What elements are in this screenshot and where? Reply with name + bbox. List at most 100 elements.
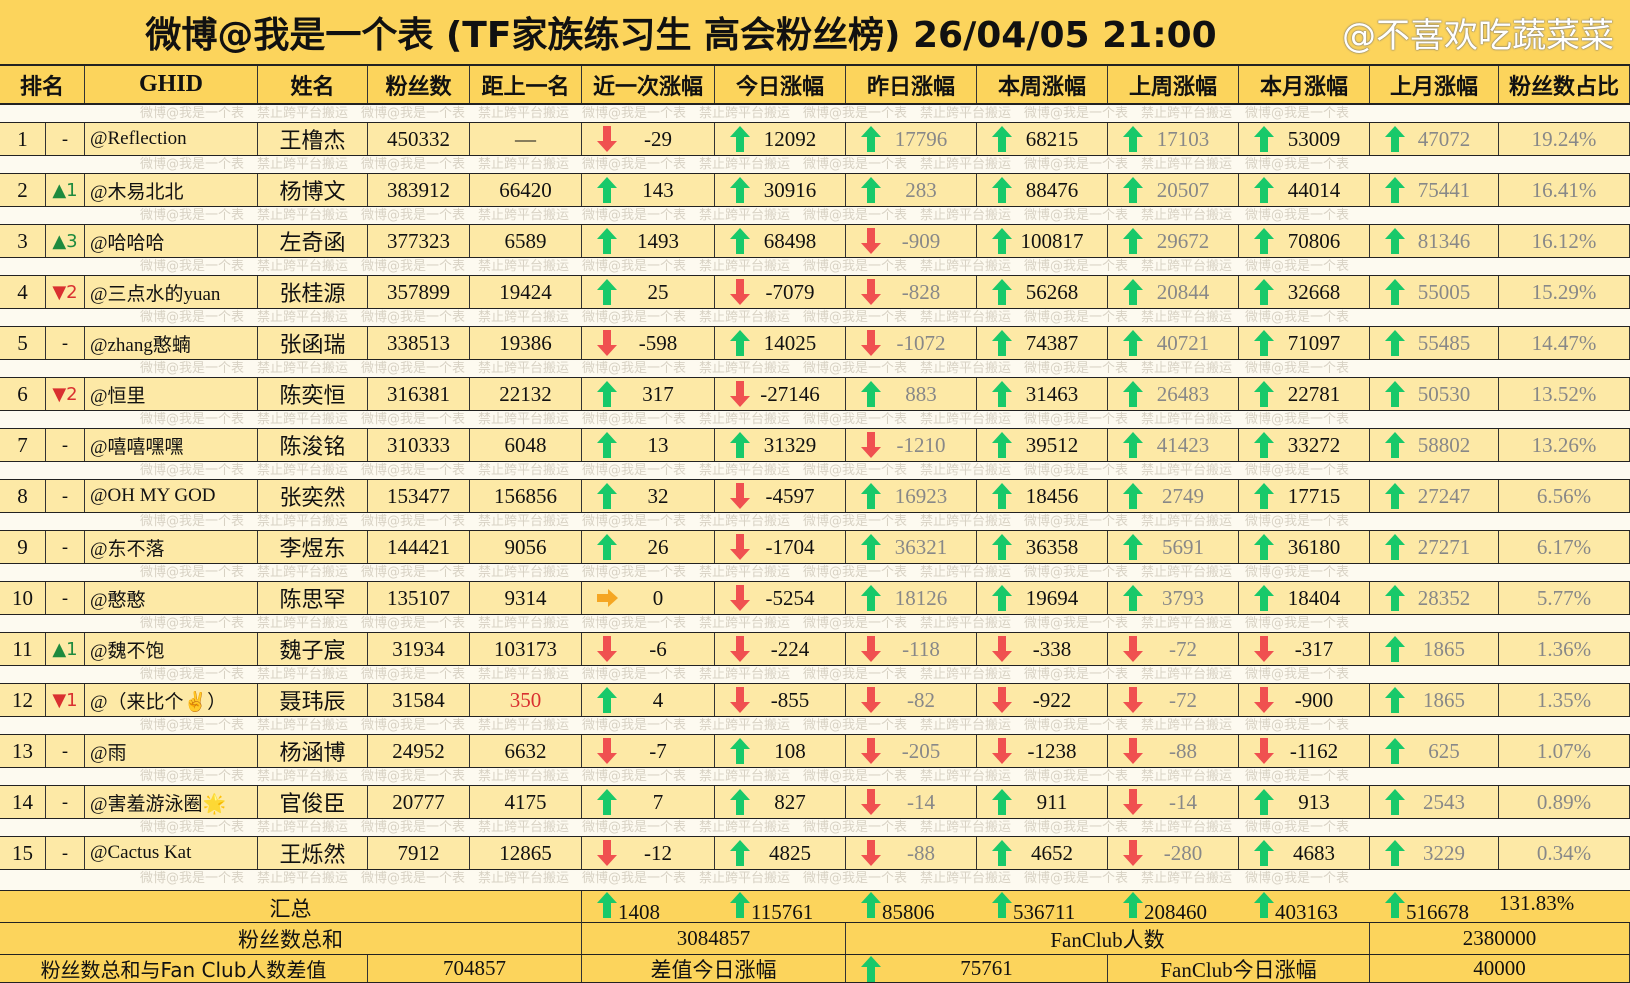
delta-value: -1704 [765, 534, 815, 559]
delta-recent: 1493 [582, 225, 715, 257]
delta-last-week: 5691 [1108, 531, 1239, 563]
diff-value: 704857 [368, 955, 582, 982]
delta-value: -12 [644, 840, 672, 865]
gap-to-previous: 6632 [470, 735, 582, 767]
arrow-down-icon [860, 635, 882, 663]
delta-value: -224 [770, 636, 810, 661]
delta-yesterday: 283 [846, 174, 977, 206]
fans-count: 316381 [368, 378, 470, 410]
arrow-up-icon [1253, 533, 1275, 561]
table-row: 9 - @东不落 李煜东 144421 9056 26 -1704 36321 363… [0, 530, 1630, 564]
arrow-up-icon [729, 227, 751, 255]
arrow-up-icon [991, 788, 1013, 816]
delta-value: -1210 [896, 432, 946, 457]
table-row: 15 - @Cactus Kat 王烁然 7912 12865 -12 4825 -… [0, 836, 1630, 870]
delta-value: 143 [642, 177, 674, 202]
rank: 4 [0, 276, 46, 308]
table-row: 3 ▲3 @哈哈哈 左奇函 377323 6589 1493 68498 -909 1… [0, 224, 1630, 258]
rank: 2 [0, 174, 46, 206]
rank-change: - [46, 735, 85, 767]
rank-change: ▲3 [46, 225, 85, 257]
delta-value: -280 [1163, 840, 1203, 865]
arrow-up-icon [596, 380, 618, 408]
page-title: 微博@我是一个表 (TF家族练习生 高会粉丝榜) 26/04/05 21:00 [145, 15, 1217, 56]
table-row: 5 - @zhang憨蝻 张函瑞 338513 19386 -598 14025 -… [0, 326, 1630, 360]
delta-value: 17103 [1156, 126, 1210, 151]
diff-today-cell: 75761 [846, 955, 1108, 982]
gap-to-previous: 12865 [470, 837, 582, 869]
fans-count: 7912 [368, 837, 470, 869]
arrow-down-icon [991, 686, 1013, 714]
delta-month: 33272 [1239, 429, 1370, 461]
delta-value: 55005 [1417, 279, 1471, 304]
fans-share: 14.47% [1499, 327, 1630, 359]
rank-change: - [46, 837, 85, 869]
delta-value: 7 [652, 789, 664, 814]
delta-value: 88476 [1025, 177, 1079, 202]
ghid: @木易北北 [85, 174, 258, 206]
delta-value: 883 [905, 381, 937, 406]
delta-month: 44014 [1239, 174, 1370, 206]
gap-to-previous: 103173 [470, 633, 582, 665]
header-name: 姓名 [258, 66, 368, 103]
arrow-up-icon [1122, 533, 1144, 561]
rank-change: ▲1 [46, 174, 85, 206]
delta-month: 70806 [1239, 225, 1370, 257]
totals-row: 粉丝数总和 3084857 FanClub人数 2380000 [0, 923, 1630, 955]
arrow-up-icon [729, 737, 751, 765]
delta-value: 1865 [1423, 636, 1465, 661]
delta-value: 44014 [1287, 177, 1341, 202]
arrow-up-icon [1122, 278, 1144, 306]
delta-last-month: 1865 [1370, 633, 1499, 665]
fans-share: 6.17% [1499, 531, 1630, 563]
delta-week: 68215 [977, 123, 1108, 155]
fans-share: 13.26% [1499, 429, 1630, 461]
arrow-up-icon [860, 176, 882, 204]
delta-last-week: 3793 [1108, 582, 1239, 614]
delta-month: 36180 [1239, 531, 1370, 563]
delta-value: 27271 [1417, 534, 1471, 559]
arrow-up-icon [1384, 686, 1406, 714]
delta-value: 71097 [1287, 330, 1341, 355]
header-fans: 粉丝数 [368, 66, 470, 103]
delta-value: 33272 [1287, 432, 1341, 457]
delta-value: 108 [774, 738, 806, 763]
delta-value: -855 [770, 687, 810, 712]
delta-value: 317 [642, 381, 674, 406]
arrow-down-icon [1122, 788, 1144, 816]
delta-value: 2543 [1423, 789, 1465, 814]
delta-last-month: 27247 [1370, 480, 1499, 512]
arrow-down-icon [596, 635, 618, 663]
delta-value: 36358 [1025, 534, 1079, 559]
arrow-up-icon [596, 176, 618, 204]
watermark-strip: 微博@我是一个表 禁止跨平台搬运 微博@我是一个表 禁止跨平台搬运 微博@我是一… [0, 309, 1630, 326]
rank-change: - [46, 786, 85, 818]
member-name: 左奇函 [258, 225, 368, 257]
delta-week: 18456 [977, 480, 1108, 512]
watermark-strip: 微博@我是一个表 禁止跨平台搬运 微博@我是一个表 禁止跨平台搬运 微博@我是一… [0, 462, 1630, 479]
arrow-up-icon [1384, 533, 1406, 561]
delta-value: 75441 [1417, 177, 1471, 202]
delta-last-week: -72 [1108, 633, 1239, 665]
header-share: 粉丝数占比 [1499, 66, 1630, 103]
arrow-up-icon [729, 431, 751, 459]
arrow-down-icon [729, 278, 751, 306]
delta-value: 81346 [1417, 228, 1471, 253]
delta-value: 27247 [1417, 483, 1471, 508]
fans-share: 13.52% [1499, 378, 1630, 410]
delta-week: -922 [977, 684, 1108, 716]
arrow-down-icon [1253, 635, 1275, 663]
rank-change: ▼1 [46, 684, 85, 716]
delta-last-week: -88 [1108, 735, 1239, 767]
arrow-up-icon [729, 788, 751, 816]
delta-recent: 13 [582, 429, 715, 461]
delta-last-month: 27271 [1370, 531, 1499, 563]
fans-count: 338513 [368, 327, 470, 359]
header-ghid: GHID [85, 66, 258, 103]
header-yesterday: 昨日涨幅 [846, 66, 977, 103]
gap-to-previous: 156856 [470, 480, 582, 512]
delta-value: 31463 [1025, 381, 1079, 406]
delta-today: -5254 [715, 582, 846, 614]
arrow-up-icon [860, 584, 882, 612]
delta-today: -855 [715, 684, 846, 716]
